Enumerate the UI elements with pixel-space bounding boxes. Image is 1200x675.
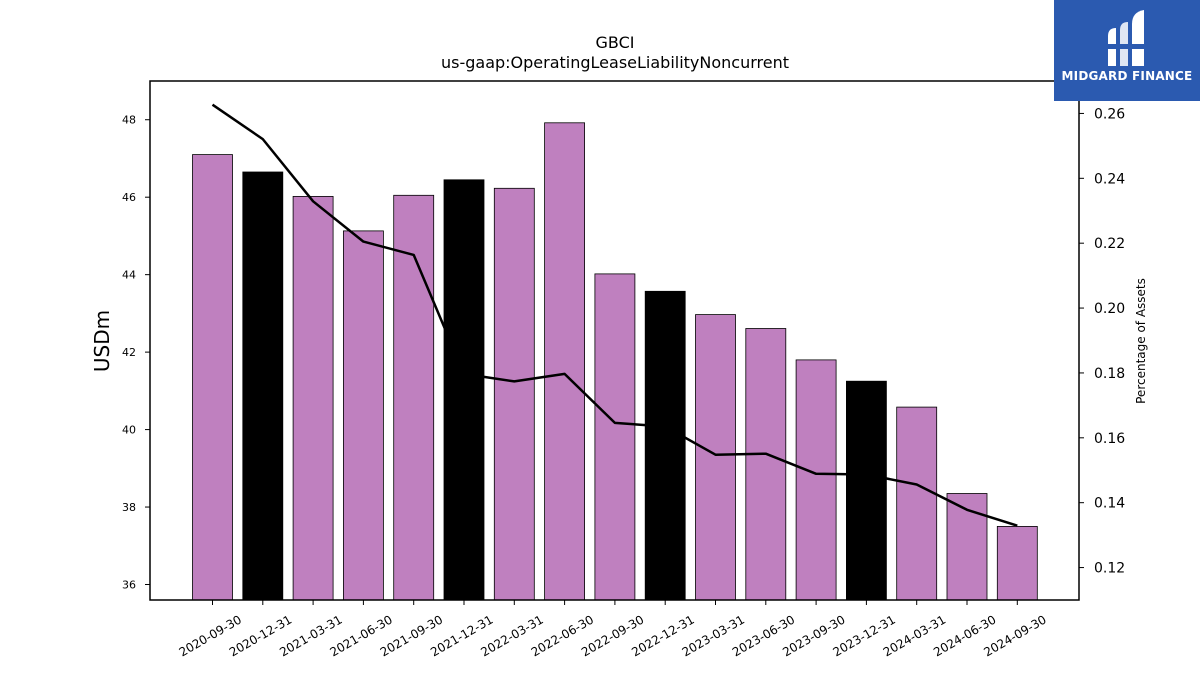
- y-tick-label: 44: [122, 269, 136, 282]
- y2-axis-label: Percentage of Assets: [1134, 278, 1148, 404]
- y-tick-label: 36: [122, 579, 136, 592]
- bar: [393, 194, 435, 601]
- bar: [342, 230, 384, 601]
- bar: [192, 154, 233, 601]
- y-tick-label: 48: [122, 114, 136, 127]
- y-tick-label: 42: [122, 346, 136, 359]
- bar: [846, 380, 887, 601]
- y-axis-left: 36 38 40 42 44 46 48: [122, 114, 150, 592]
- bar: [544, 122, 585, 601]
- y-tick-label: 46: [122, 191, 136, 204]
- chart-subtitle: us-gaap:OperatingLeaseLiabilityNoncurren…: [441, 53, 789, 72]
- y2-tick-label: 0.12: [1094, 561, 1125, 577]
- y2-tick-label: 0.26: [1094, 106, 1125, 122]
- y2-tick-label: 0.20: [1094, 301, 1125, 317]
- chart-title: GBCI: [596, 33, 635, 52]
- x-axis: 2020-09-302020-12-312021-03-312021-06-30…: [177, 600, 1049, 659]
- y-tick-label: 38: [122, 501, 136, 514]
- brand-logo: MIDGARD FINANCE: [1054, 0, 1200, 101]
- bars-group: [192, 122, 1038, 601]
- y2-tick-label: 0.16: [1094, 431, 1125, 447]
- percentage-line: [211, 103, 1018, 527]
- y2-tick-label: 0.24: [1094, 171, 1125, 187]
- bar: [745, 328, 787, 601]
- bar: [242, 171, 284, 601]
- bar: [996, 526, 1038, 601]
- bar: [795, 359, 837, 601]
- bar: [443, 179, 485, 601]
- bar: [946, 493, 988, 601]
- y2-tick-label: 0.22: [1094, 236, 1125, 252]
- logo-mark-icon: [1106, 10, 1146, 66]
- y-tick-label: 40: [122, 424, 136, 437]
- line-group: [211, 103, 1018, 527]
- bar: [644, 290, 686, 601]
- bar: [695, 314, 736, 601]
- bar: [896, 406, 938, 601]
- y-axis-label: USDm: [90, 310, 114, 372]
- bar: [493, 187, 535, 601]
- y-axis-right: 0.12 0.14 0.16 0.18 0.20 0.22 0.24 0.26: [1079, 106, 1125, 577]
- bar: [594, 273, 636, 601]
- y2-tick-label: 0.18: [1094, 366, 1125, 382]
- y2-tick-label: 0.14: [1094, 496, 1125, 512]
- logo-text: MIDGARD FINANCE: [1061, 69, 1193, 83]
- bar: [292, 195, 334, 601]
